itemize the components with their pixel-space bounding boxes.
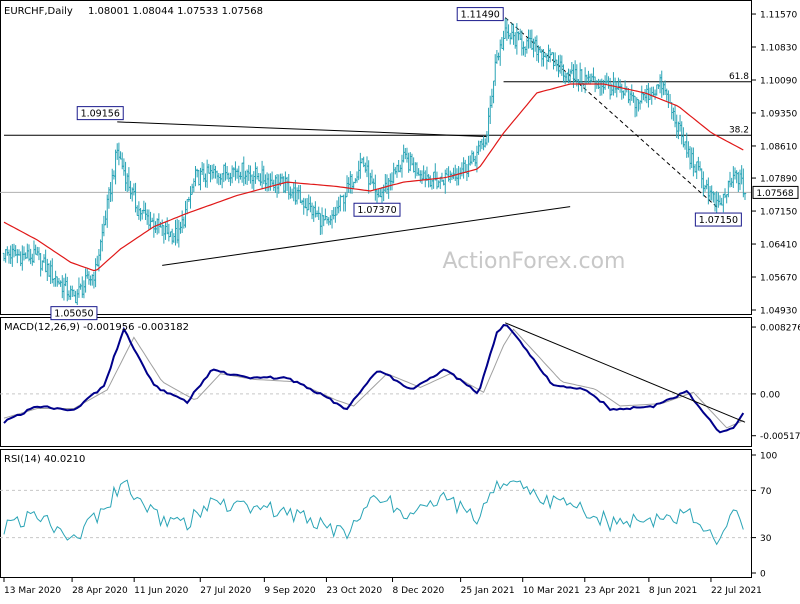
- watermark: ActionForex.com: [443, 249, 626, 274]
- price-labels: 61.8 38.2 1.05050 1.09156 1.07370 1.11490 1.07…: [50, 7, 749, 321]
- price-callout-box: [353, 202, 401, 217]
- rsi-layer: [0, 479, 751, 546]
- price-title: EURCHF,Daily: [4, 6, 73, 17]
- price-callout-label: 1.07370: [357, 205, 396, 216]
- price-ytick-label: 1.08610: [760, 142, 797, 152]
- price-ytick-label: 1.11570: [760, 11, 797, 21]
- x-tick-label: 8 Dec 2020: [393, 586, 445, 596]
- price-annotations: [4, 17, 751, 266]
- x-tick-label: 9 Sep 2020: [264, 586, 316, 596]
- macd-layer: [0, 322, 751, 434]
- lower-trendline: [162, 206, 571, 266]
- x-tick-label: 11 Jun 2020: [134, 586, 188, 596]
- price-callout-label: 1.11490: [461, 10, 500, 21]
- macd-title: MACD(12,26,9) -0.001956 -0.003182: [4, 322, 189, 333]
- x-tick-label: 22 Jul 2021: [711, 586, 762, 596]
- rsi-ytick-label: 70: [760, 487, 772, 497]
- price-ytick-label: 1.07890: [760, 175, 797, 185]
- price-ytick-label: 1.05670: [760, 274, 797, 284]
- price-callout-box: [76, 106, 124, 121]
- x-tick-label: 25 Jan 2021: [461, 586, 515, 596]
- x-tick-label: 23 Oct 2020: [326, 586, 382, 596]
- price-ytick-label: 1.04930: [760, 307, 797, 317]
- price-callout-box: [50, 306, 98, 321]
- current-price-label: 1.07568: [756, 189, 793, 199]
- macd-ytick-label: 0.00: [760, 390, 780, 400]
- x-tick-label: 13 Mar 2020: [4, 586, 61, 596]
- x-tick-label: 23 Apr 2021: [585, 586, 641, 596]
- price-ytick-label: 1.07150: [760, 208, 797, 218]
- macd-ytick-label: -0.005174: [760, 432, 800, 442]
- sma-line: [3, 83, 744, 272]
- macd-ytick-label: 0.008276: [760, 324, 800, 334]
- rsi-line: [3, 479, 744, 546]
- price-ytick-label: 1.10830: [760, 44, 797, 54]
- x-tick-label: 27 Jul 2020: [200, 586, 251, 596]
- price-callout-label: 1.07150: [699, 215, 738, 226]
- rsi-ytick-label: 0: [760, 570, 766, 580]
- rsi-ytick-label: 30: [760, 534, 772, 544]
- ohlc-bar: [743, 192, 747, 200]
- rsi-title: RSI(14) 40.0210: [4, 454, 85, 465]
- x-tick-label: 8 Jun 2021: [649, 586, 697, 596]
- fib-level-label: 38.2: [729, 125, 749, 135]
- current-price-box: [752, 185, 799, 199]
- price-ytick-label: 1.06410: [760, 241, 797, 251]
- price-callout-box: [694, 212, 742, 227]
- price-callout-label: 1.09156: [81, 109, 120, 120]
- price-lines: [3, 83, 744, 272]
- macd-trendline: [505, 322, 746, 423]
- price-panel: [0, 0, 752, 315]
- price-ohlc-label: 1.08001 1.08044 1.07533 1.07568: [88, 6, 263, 17]
- axis-layer: 1.04930 1.05670 1.06410 1.07150 1.07890 1.086…: [3, 11, 800, 596]
- x-tick-label: 28 Apr 2020: [72, 586, 128, 596]
- macd-signal-line: [3, 328, 744, 429]
- macd-line: [3, 324, 745, 434]
- price-callout-label: 1.05050: [54, 309, 93, 320]
- price-callout-box: [456, 7, 504, 22]
- x-tick-label: 10 Mar 2021: [523, 586, 580, 596]
- price-ytick-label: 1.09350: [760, 109, 797, 119]
- macd-panel: [0, 317, 752, 447]
- price-bars: [2, 18, 747, 305]
- upper-trendline: [117, 121, 487, 138]
- falling-trendline: [504, 17, 719, 209]
- fib-level-label: 61.8: [729, 72, 749, 82]
- rsi-panel: [0, 449, 752, 578]
- rsi-ytick-label: 100: [760, 452, 777, 462]
- price-ytick-label: 1.10090: [760, 76, 797, 86]
